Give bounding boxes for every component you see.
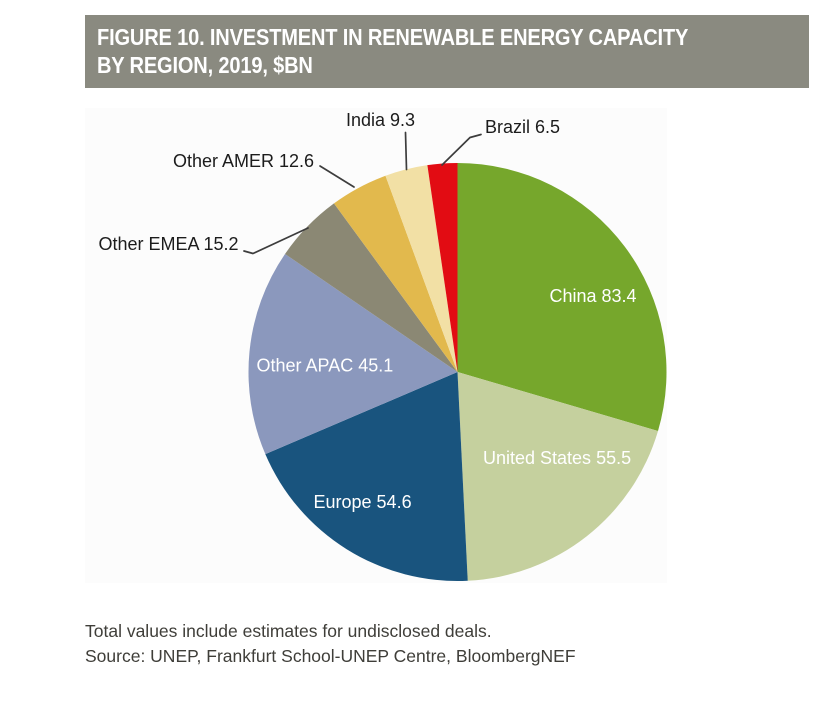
svg-text:Other AMER 12.6: Other AMER 12.6 [173, 151, 314, 171]
svg-text:Brazil 6.5: Brazil 6.5 [485, 117, 560, 137]
svg-text:Europe 54.6: Europe 54.6 [314, 492, 412, 512]
svg-text:India 9.3: India 9.3 [346, 110, 415, 130]
svg-text:United States 55.5: United States 55.5 [483, 448, 631, 468]
svg-text:Other APAC 45.1: Other APAC 45.1 [257, 356, 394, 376]
svg-text:Other EMEA 15.2: Other EMEA 15.2 [99, 234, 239, 254]
svg-text:China 83.4: China 83.4 [550, 286, 637, 306]
